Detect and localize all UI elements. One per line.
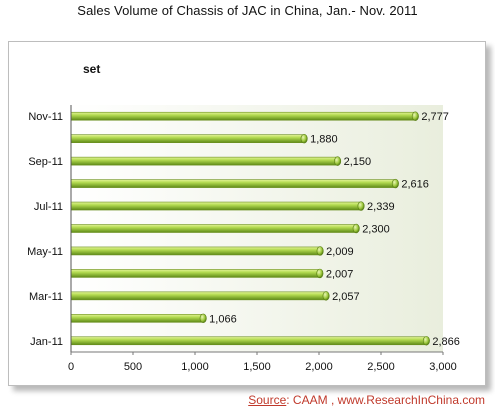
x-tick-label: 1,500 (243, 361, 271, 373)
source-note: Source: CAAM , www.ResearchInChina.com (248, 393, 485, 407)
value-label: 2,009 (326, 246, 354, 258)
x-tick-label: 500 (124, 361, 142, 373)
bar-end-cap (322, 291, 330, 301)
bar-Nov-11 (70, 111, 416, 121)
value-label: 2,007 (326, 268, 354, 280)
bar-end-cap (422, 336, 430, 346)
value-label: 2,339 (367, 201, 395, 213)
category-tick-label: Sep-11 (28, 156, 63, 168)
bar-end-cap (334, 156, 342, 166)
bar-end-cap (352, 223, 360, 234)
value-label: 2,616 (401, 179, 429, 191)
bar-May-11 (70, 246, 321, 256)
value-label: 2,150 (344, 156, 372, 168)
bar-Sep-11 (70, 156, 338, 166)
bar-Mar-11 (70, 291, 327, 301)
value-label: 2,866 (432, 336, 460, 348)
value-label: 2,057 (332, 291, 360, 303)
category-tick-label: May-11 (27, 246, 63, 258)
bar-end-cap (411, 111, 419, 121)
bar-end-cap (316, 246, 324, 256)
bar-Oct-11 (70, 134, 305, 143)
bar-end-cap (316, 268, 324, 279)
source-label: Source (248, 393, 287, 407)
bar-Apr-11 (70, 269, 321, 278)
x-tick-label: 2,500 (367, 361, 395, 373)
value-label: 2,777 (421, 111, 449, 123)
bar-Jan-11 (70, 336, 427, 346)
x-tick-label: 1,000 (181, 361, 209, 373)
unit-label: set (83, 62, 101, 76)
category-tick-label: Mar-11 (29, 291, 63, 303)
category-tick-label: Nov-11 (28, 111, 63, 123)
category-tick-label: Jul-11 (34, 201, 63, 213)
source-text: : CAAM , www.ResearchInChina.com (286, 393, 485, 407)
bar-Jun-11 (70, 224, 357, 233)
bar-end-cap (357, 201, 365, 211)
value-label: 1,066 (209, 313, 237, 325)
bar-end-cap (300, 133, 308, 144)
bar-end-cap (199, 313, 207, 324)
category-tick-label: Jan-11 (30, 336, 63, 348)
value-label: 1,880 (310, 134, 338, 146)
x-tick-label: 0 (68, 361, 74, 373)
x-tick-label: 3,000 (429, 361, 457, 373)
bar-Jul-11 (70, 201, 362, 211)
value-label: 2,300 (362, 224, 390, 236)
bar-end-cap (391, 178, 399, 189)
chart-title: Sales Volume of Chassis of JAC in China,… (77, 3, 418, 18)
bar-Aug-11 (70, 179, 396, 188)
bar-Feb-11 (70, 314, 204, 323)
x-tick-label: 2,000 (305, 361, 333, 373)
